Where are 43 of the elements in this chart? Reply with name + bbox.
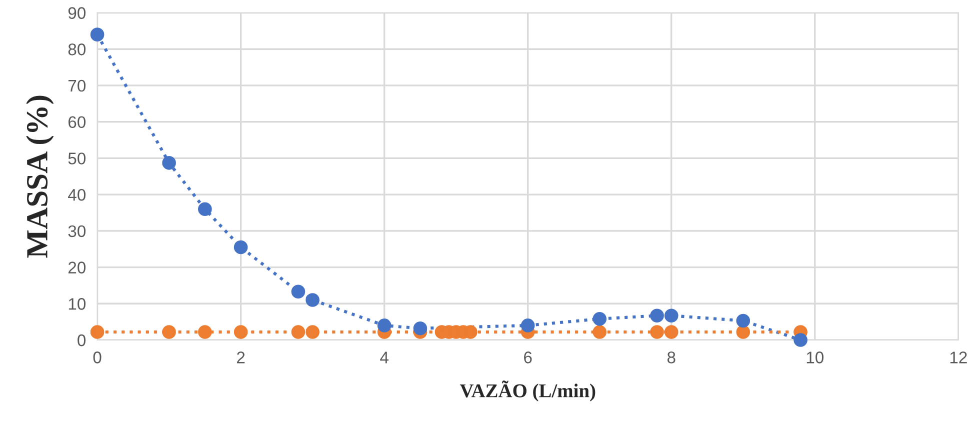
y-tick-label: 60: [68, 116, 86, 128]
point: [306, 293, 320, 307]
point: [162, 156, 176, 170]
y-tick-label: 40: [68, 188, 86, 201]
y-tick-label: 90: [68, 7, 86, 19]
y-tick-label: 20: [68, 262, 86, 274]
point: [520, 318, 535, 332]
point: [291, 325, 306, 339]
y-tick-label: 10: [68, 298, 86, 310]
x-tick-label: 4: [380, 352, 388, 364]
point: [162, 325, 176, 339]
point: [736, 314, 750, 328]
point: [413, 321, 428, 336]
point: [306, 325, 320, 339]
y-tick-label: 30: [68, 225, 86, 238]
point: [664, 325, 678, 339]
point: [377, 318, 392, 332]
x-tick-label: 6: [524, 352, 532, 364]
point: [664, 308, 678, 323]
point: [291, 284, 306, 299]
x-axis-title: VAZÃO (L/min): [460, 380, 596, 402]
point: [650, 325, 664, 339]
point: [90, 325, 104, 339]
x-tick-label: 2: [237, 352, 245, 364]
point: [234, 325, 248, 339]
x-tick-label: 12: [950, 352, 967, 364]
y-axis-title: MASSA (%): [26, 96, 54, 258]
y-tick-label: 70: [68, 80, 86, 92]
y-tick-label: 80: [68, 44, 86, 56]
point: [650, 308, 664, 323]
point: [736, 325, 750, 339]
point: [198, 325, 212, 339]
y-tick-label: 0: [78, 334, 86, 346]
point: [234, 240, 248, 254]
y-tick-label: 50: [68, 152, 86, 164]
point: [794, 333, 808, 347]
x-tick-label: 0: [93, 352, 102, 364]
point: [198, 202, 212, 216]
x-tick-label: 10: [806, 352, 824, 364]
point: [592, 325, 607, 339]
point: [592, 312, 607, 326]
point: [90, 28, 104, 42]
x-tick-label: 8: [667, 352, 676, 364]
